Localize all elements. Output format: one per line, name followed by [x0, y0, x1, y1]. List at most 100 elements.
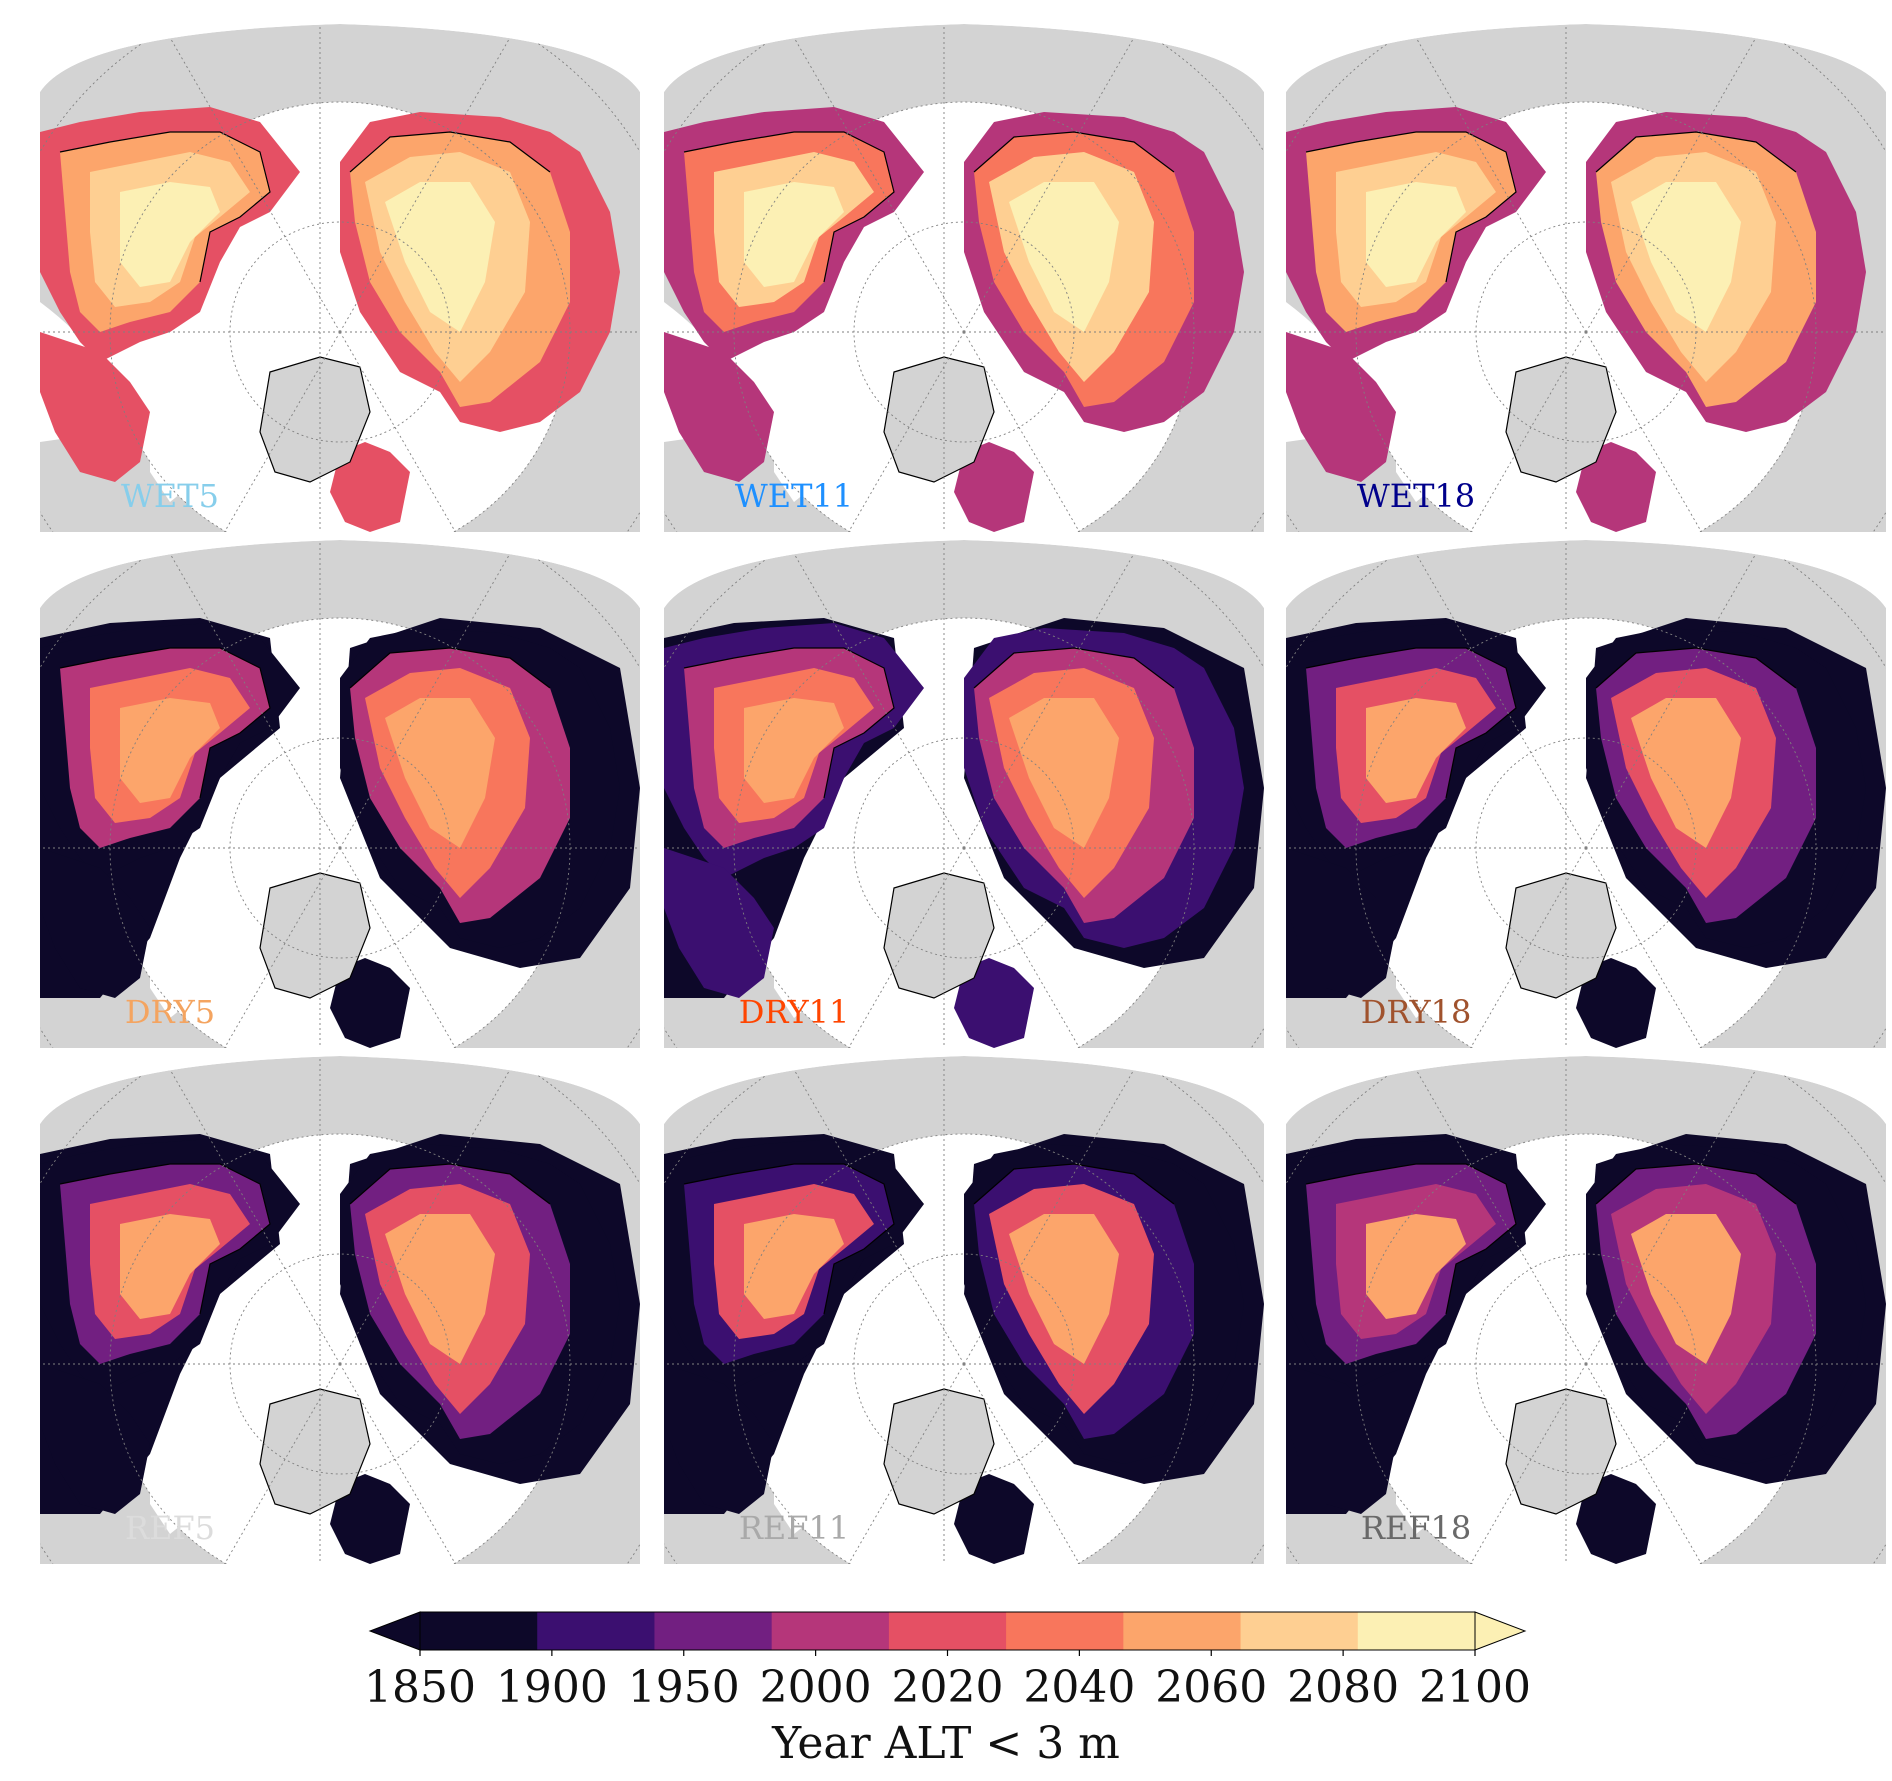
graticule — [1286, 1056, 1886, 1564]
colorbar: 1850 1900 1950 2000 2020 2040 2060 2080 2100 Year… — [364, 1611, 1531, 1769]
greenland — [1505, 356, 1617, 483]
region-eurasia-band — [1009, 1214, 1119, 1364]
coastline — [1595, 131, 1797, 173]
colorbar-segment — [1240, 1612, 1359, 1650]
region-eurasia-band — [1631, 1214, 1741, 1364]
coastline — [59, 131, 271, 283]
coastline — [683, 647, 895, 799]
coastline — [349, 1163, 551, 1205]
panel-label: REF5 — [125, 1509, 215, 1547]
region-alaska — [40, 848, 150, 998]
colorbar-tick-label: 2080 — [1287, 1662, 1399, 1713]
region-alaska — [664, 1364, 774, 1514]
colorbar-extend-max — [1474, 1611, 1527, 1651]
region-alaska — [664, 332, 774, 482]
greenland — [259, 356, 371, 483]
region-north-america-band — [1366, 698, 1466, 803]
colorbar-segment — [888, 1612, 1007, 1650]
region-scandinavia — [330, 958, 410, 1048]
coastline — [349, 647, 551, 689]
panel-label: DRY18 — [1361, 993, 1472, 1031]
panel-label: DRY11 — [739, 993, 850, 1031]
region-scandinavia — [954, 1474, 1034, 1564]
panel-label: DRY5 — [125, 993, 215, 1031]
region-scandinavia — [330, 442, 410, 532]
region-eurasia-band — [385, 698, 495, 848]
region-eurasia-band — [1631, 182, 1741, 332]
map-panel-wet5: WET5 — [40, 24, 640, 532]
panel-label: REF18 — [1361, 1509, 1471, 1547]
greenland — [883, 872, 995, 999]
colorbar-extend-min — [368, 1611, 421, 1651]
coastline — [59, 647, 271, 799]
region-alaska — [40, 1364, 150, 1514]
colorbar-segment — [420, 1612, 538, 1650]
graticule — [664, 24, 1264, 532]
greenland — [259, 1388, 371, 1515]
panel-label: REF11 — [739, 1509, 849, 1547]
colorbar-tick-label: 1850 — [364, 1662, 476, 1713]
region-scandinavia — [954, 958, 1034, 1048]
panel-label: WET11 — [735, 477, 853, 515]
region-eurasia-band — [1009, 182, 1119, 332]
colorbar-tick-label: 2040 — [1023, 1662, 1135, 1713]
region-scandinavia — [330, 1474, 410, 1564]
coastline — [1595, 1163, 1797, 1205]
greenland — [259, 872, 371, 999]
map-panel-ref11: REF11 — [664, 1056, 1264, 1564]
colorbar-segment — [537, 1612, 655, 1650]
region-scandinavia — [1576, 442, 1656, 532]
region-north-america-band — [120, 698, 220, 803]
colorbar-tick-label: 1900 — [496, 1662, 608, 1713]
coastline — [349, 131, 551, 173]
colorbar-tick-label: 2100 — [1419, 1662, 1531, 1713]
coastline — [1305, 131, 1517, 283]
region-eurasia-band — [385, 1214, 495, 1364]
coastline — [973, 131, 1175, 173]
colorbar-tick-label: 1950 — [628, 1662, 740, 1713]
map-panel-dry11: DRY11 — [664, 540, 1264, 1048]
region-alaska — [664, 848, 774, 998]
coastline — [59, 1163, 271, 1315]
coastline — [1305, 647, 1517, 799]
region-scandinavia — [1576, 958, 1656, 1048]
colorbar-tick-label: 2020 — [892, 1662, 1004, 1713]
map-panel-ref18: REF18 — [1286, 1056, 1886, 1564]
greenland — [1505, 872, 1617, 999]
region-north-america-band — [744, 182, 844, 287]
region-alaska — [1286, 848, 1396, 998]
coastline — [683, 1163, 895, 1315]
region-eurasia-band — [385, 182, 495, 332]
region-alaska — [1286, 1364, 1396, 1514]
colorbar-segment — [1123, 1612, 1242, 1650]
region-alaska — [1286, 332, 1396, 482]
region-eurasia-band — [1631, 698, 1741, 848]
region-scandinavia — [954, 442, 1034, 532]
region-eurasia-band — [1009, 698, 1119, 848]
panel-label: WET18 — [1357, 477, 1475, 515]
greenland — [1505, 1388, 1617, 1515]
panel-label: WET5 — [121, 477, 219, 515]
map-panel-dry5: DRY5 — [40, 540, 640, 1048]
coastline — [683, 131, 895, 283]
region-alaska — [40, 332, 150, 482]
greenland — [883, 1388, 995, 1515]
greenland — [883, 356, 995, 483]
region-north-america-band — [1366, 1214, 1466, 1319]
region-north-america-band — [744, 698, 844, 803]
coastline — [1595, 647, 1797, 689]
colorbar-label: Year ALT < 3 m — [771, 1718, 1120, 1769]
colorbar-tick-label: 2000 — [760, 1662, 872, 1713]
colorbar-segment — [654, 1612, 773, 1650]
map-panel-dry18: DRY18 — [1286, 540, 1886, 1048]
coastline — [973, 647, 1175, 689]
colorbar-tick-label: 2060 — [1155, 1662, 1267, 1713]
region-north-america-band — [120, 182, 220, 287]
map-panel-ref5: REF5 — [40, 1056, 640, 1564]
region-north-america-band — [744, 1214, 844, 1319]
region-north-america-band — [120, 1214, 220, 1319]
region-north-america-band — [1366, 182, 1466, 287]
map-panel-wet18: WET18 — [1286, 24, 1886, 532]
colorbar-segment — [771, 1612, 890, 1650]
